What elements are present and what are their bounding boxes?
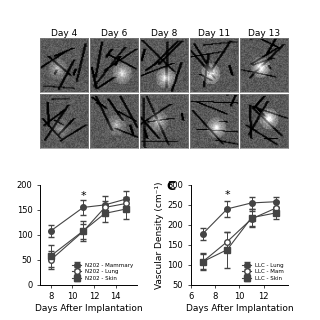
Text: *: * bbox=[80, 191, 86, 201]
Title: Day 6: Day 6 bbox=[101, 28, 127, 38]
Y-axis label: Vascular Density (cm⁻¹): Vascular Density (cm⁻¹) bbox=[156, 181, 164, 289]
Text: *: * bbox=[224, 190, 230, 200]
Text: C: C bbox=[166, 180, 176, 193]
X-axis label: Days After Implantation: Days After Implantation bbox=[35, 304, 142, 313]
Title: Day 13: Day 13 bbox=[248, 28, 280, 38]
Legend: LLC - Lung, LLC - Mam, LLC - Skin: LLC - Lung, LLC - Mam, LLC - Skin bbox=[241, 261, 285, 282]
X-axis label: Days After Implantation: Days After Implantation bbox=[186, 304, 293, 313]
Title: Day 4: Day 4 bbox=[51, 28, 77, 38]
Legend: N202 - Mammary, N202 - Lung, N202 - Skin: N202 - Mammary, N202 - Lung, N202 - Skin bbox=[71, 261, 134, 282]
Title: Day 11: Day 11 bbox=[198, 28, 230, 38]
Title: Day 8: Day 8 bbox=[151, 28, 177, 38]
